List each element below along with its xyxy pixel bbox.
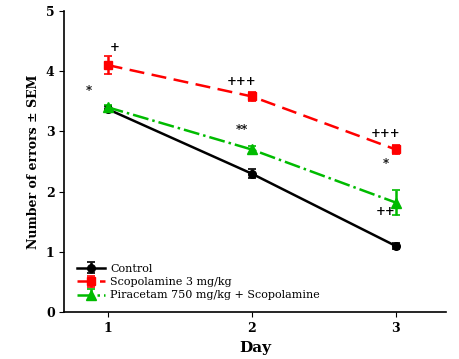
Text: +++: +++ xyxy=(370,127,400,140)
Text: *: * xyxy=(382,158,388,171)
Text: +: + xyxy=(110,41,119,54)
X-axis label: Day: Day xyxy=(239,341,271,355)
Y-axis label: Number of errors ± SEM: Number of errors ± SEM xyxy=(28,74,40,249)
Text: ++: ++ xyxy=(375,205,395,218)
Text: **: ** xyxy=(235,125,247,137)
Text: *: * xyxy=(86,85,92,98)
Legend: Control, Scopolamine 3 mg/kg, Piracetam 750 mg/kg + Scopolamine: Control, Scopolamine 3 mg/kg, Piracetam … xyxy=(73,260,323,304)
Text: +++: +++ xyxy=(226,75,256,88)
